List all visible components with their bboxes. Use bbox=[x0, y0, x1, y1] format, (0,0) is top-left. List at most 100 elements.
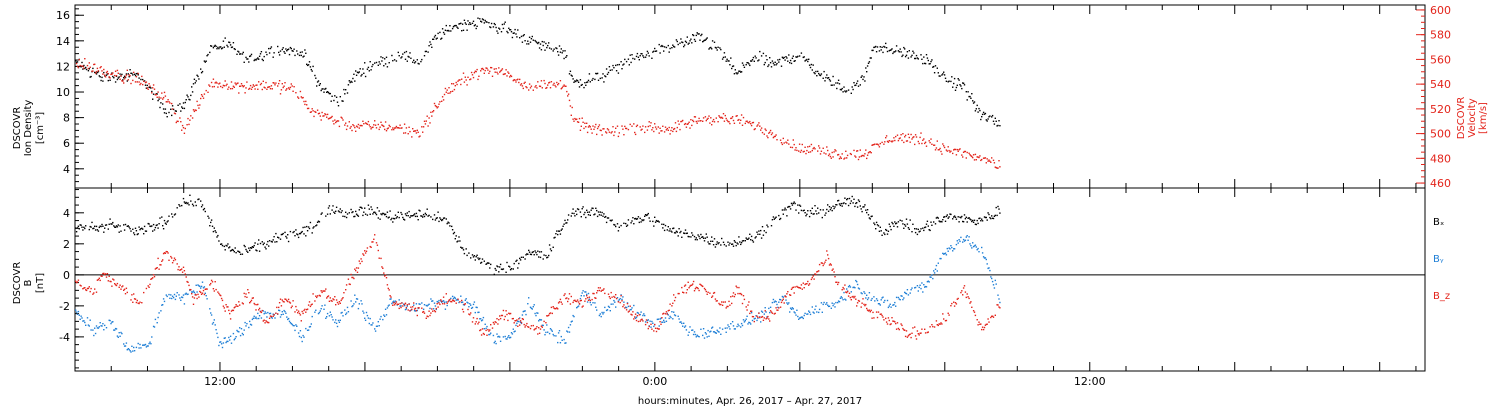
b-field-black-series-point bbox=[933, 221, 935, 223]
b-field-red-series-point bbox=[200, 293, 203, 295]
plasma-red-series-point bbox=[268, 86, 271, 88]
b-field-black-series-point bbox=[237, 250, 239, 252]
plasma-red-series-point bbox=[123, 78, 126, 80]
b-field-red-series-point bbox=[508, 312, 510, 314]
b-field-red-series-point bbox=[955, 303, 958, 305]
b-field-black-series-point bbox=[884, 233, 886, 236]
b-field-blue-series-point bbox=[623, 301, 625, 303]
plasma-black-series-point bbox=[725, 60, 727, 62]
plasma-red-series-point bbox=[470, 71, 473, 74]
plasma-black-series-point bbox=[731, 67, 733, 70]
b-field-red-series-point bbox=[295, 305, 297, 308]
plasma-red-series-point bbox=[316, 109, 319, 111]
b-field-blue-series-point bbox=[460, 295, 462, 297]
b-field-black-series-point bbox=[203, 207, 206, 210]
plasma-black-series-point bbox=[228, 41, 230, 43]
b-field-blue-series-point bbox=[331, 316, 333, 318]
b-field-blue-series-point bbox=[884, 299, 886, 302]
b-field-black-series-point bbox=[709, 243, 711, 245]
b-field-red-series-point bbox=[381, 266, 383, 268]
plasma-red-series-point bbox=[739, 122, 741, 124]
b-field-black-series-point bbox=[234, 247, 236, 249]
b-field-blue-series-point bbox=[127, 348, 129, 350]
b-field-blue-series-point bbox=[812, 311, 814, 313]
plasma-black-series-point bbox=[739, 70, 741, 72]
b-field-black-series-point bbox=[773, 218, 775, 220]
b-field-red-series-point bbox=[789, 294, 792, 296]
b-field-blue-series-point bbox=[161, 304, 163, 306]
b-field-blue-series-point bbox=[410, 309, 412, 311]
plasma-red-series-point bbox=[332, 120, 334, 122]
plasma-red-series-point bbox=[460, 83, 462, 86]
b-field-black-series-point bbox=[859, 205, 861, 207]
b-field-red-series-point bbox=[976, 319, 978, 321]
b-field-black-series-point bbox=[866, 211, 868, 214]
plasma-black-series-point bbox=[102, 80, 104, 82]
plasma-black-series-point bbox=[132, 74, 134, 76]
plasma-red-series-point bbox=[624, 125, 626, 128]
b-field-blue-series-point bbox=[244, 321, 246, 324]
b-field-red-series-point bbox=[877, 311, 880, 313]
plasma-black-series-point bbox=[859, 84, 861, 86]
b-field-red-series-point bbox=[82, 288, 84, 290]
b-field-blue-series-point bbox=[330, 314, 332, 316]
b-field-black-series-point bbox=[943, 216, 945, 218]
plasma-red-series-point bbox=[111, 73, 113, 75]
plasma-red-series-point bbox=[963, 150, 966, 153]
plasma-black-series-point bbox=[299, 51, 302, 54]
b-field-blue-series-point bbox=[585, 291, 587, 293]
plasma-black-series-point bbox=[671, 47, 673, 49]
b-field-black-series-point bbox=[845, 203, 847, 205]
plasma-red-series-point bbox=[393, 127, 396, 129]
b-field-red-series-point bbox=[97, 278, 100, 281]
b-field-red-series-point bbox=[259, 311, 262, 313]
plasma-red-series-point bbox=[145, 81, 148, 83]
b-field-blue-series-point bbox=[324, 304, 326, 306]
b-field-black-series-point bbox=[949, 213, 951, 215]
plasma-red-series-point bbox=[924, 141, 927, 143]
plasma-black-series-point bbox=[514, 28, 516, 31]
b-field-red-series-point bbox=[457, 298, 459, 300]
density-axis-title-line3: [cm⁻³] bbox=[35, 112, 46, 144]
plasma-black-series-point bbox=[857, 85, 860, 87]
b-field-red-series-point bbox=[181, 271, 184, 273]
plasma-black-series-point bbox=[303, 55, 305, 57]
plasma-red-series-point bbox=[818, 145, 820, 147]
plasma-black-series-point bbox=[480, 20, 482, 22]
plasma-black-series-point bbox=[866, 65, 869, 67]
b-field-red-series-point bbox=[892, 320, 894, 322]
b-field-black-series-point bbox=[698, 235, 700, 238]
b-field-red-series-point bbox=[999, 307, 1001, 309]
b-field-black-series-point bbox=[221, 244, 224, 247]
b-field-black-series-point bbox=[439, 217, 441, 219]
b-field-black-series-point bbox=[401, 213, 403, 216]
b-field-black-series-point bbox=[880, 230, 882, 232]
b-field-blue-series-point bbox=[904, 291, 906, 294]
b-field-blue-series-point bbox=[173, 293, 176, 296]
b-field-blue-series-point bbox=[490, 332, 492, 334]
b-field-blue-series-point bbox=[318, 311, 321, 314]
plasma-red-series-point bbox=[887, 141, 890, 143]
b-field-black-series-point bbox=[94, 225, 96, 227]
plasma-black-series-point bbox=[392, 60, 394, 62]
b-field-blue-series-point bbox=[595, 306, 597, 308]
plasma-black-series-point bbox=[966, 99, 968, 101]
b-field-blue-series-point bbox=[522, 310, 524, 313]
b-field-black-series-point bbox=[827, 210, 830, 212]
b-field-black-series-point bbox=[442, 217, 445, 219]
b-field-red-series-point bbox=[733, 295, 736, 298]
b-field-black-series-point bbox=[190, 200, 192, 202]
plasma-black-series-point bbox=[998, 120, 1000, 122]
plasma-black-series-point bbox=[452, 26, 455, 28]
b-field-blue-series-point bbox=[651, 320, 653, 323]
plasma-black-series-point bbox=[230, 46, 233, 49]
b-field-red-series-point bbox=[116, 282, 119, 285]
b-field-black-series-point bbox=[179, 205, 181, 207]
b-field-black-series-point bbox=[746, 238, 748, 240]
b-field-red-series-point bbox=[398, 307, 400, 310]
b-field-blue-series-point bbox=[466, 301, 468, 303]
plasma-black-series-point bbox=[579, 79, 582, 81]
b-field-red-series-point bbox=[235, 304, 237, 306]
b-field-blue-series-point bbox=[433, 302, 436, 304]
plasma-red-series-point bbox=[372, 126, 374, 128]
